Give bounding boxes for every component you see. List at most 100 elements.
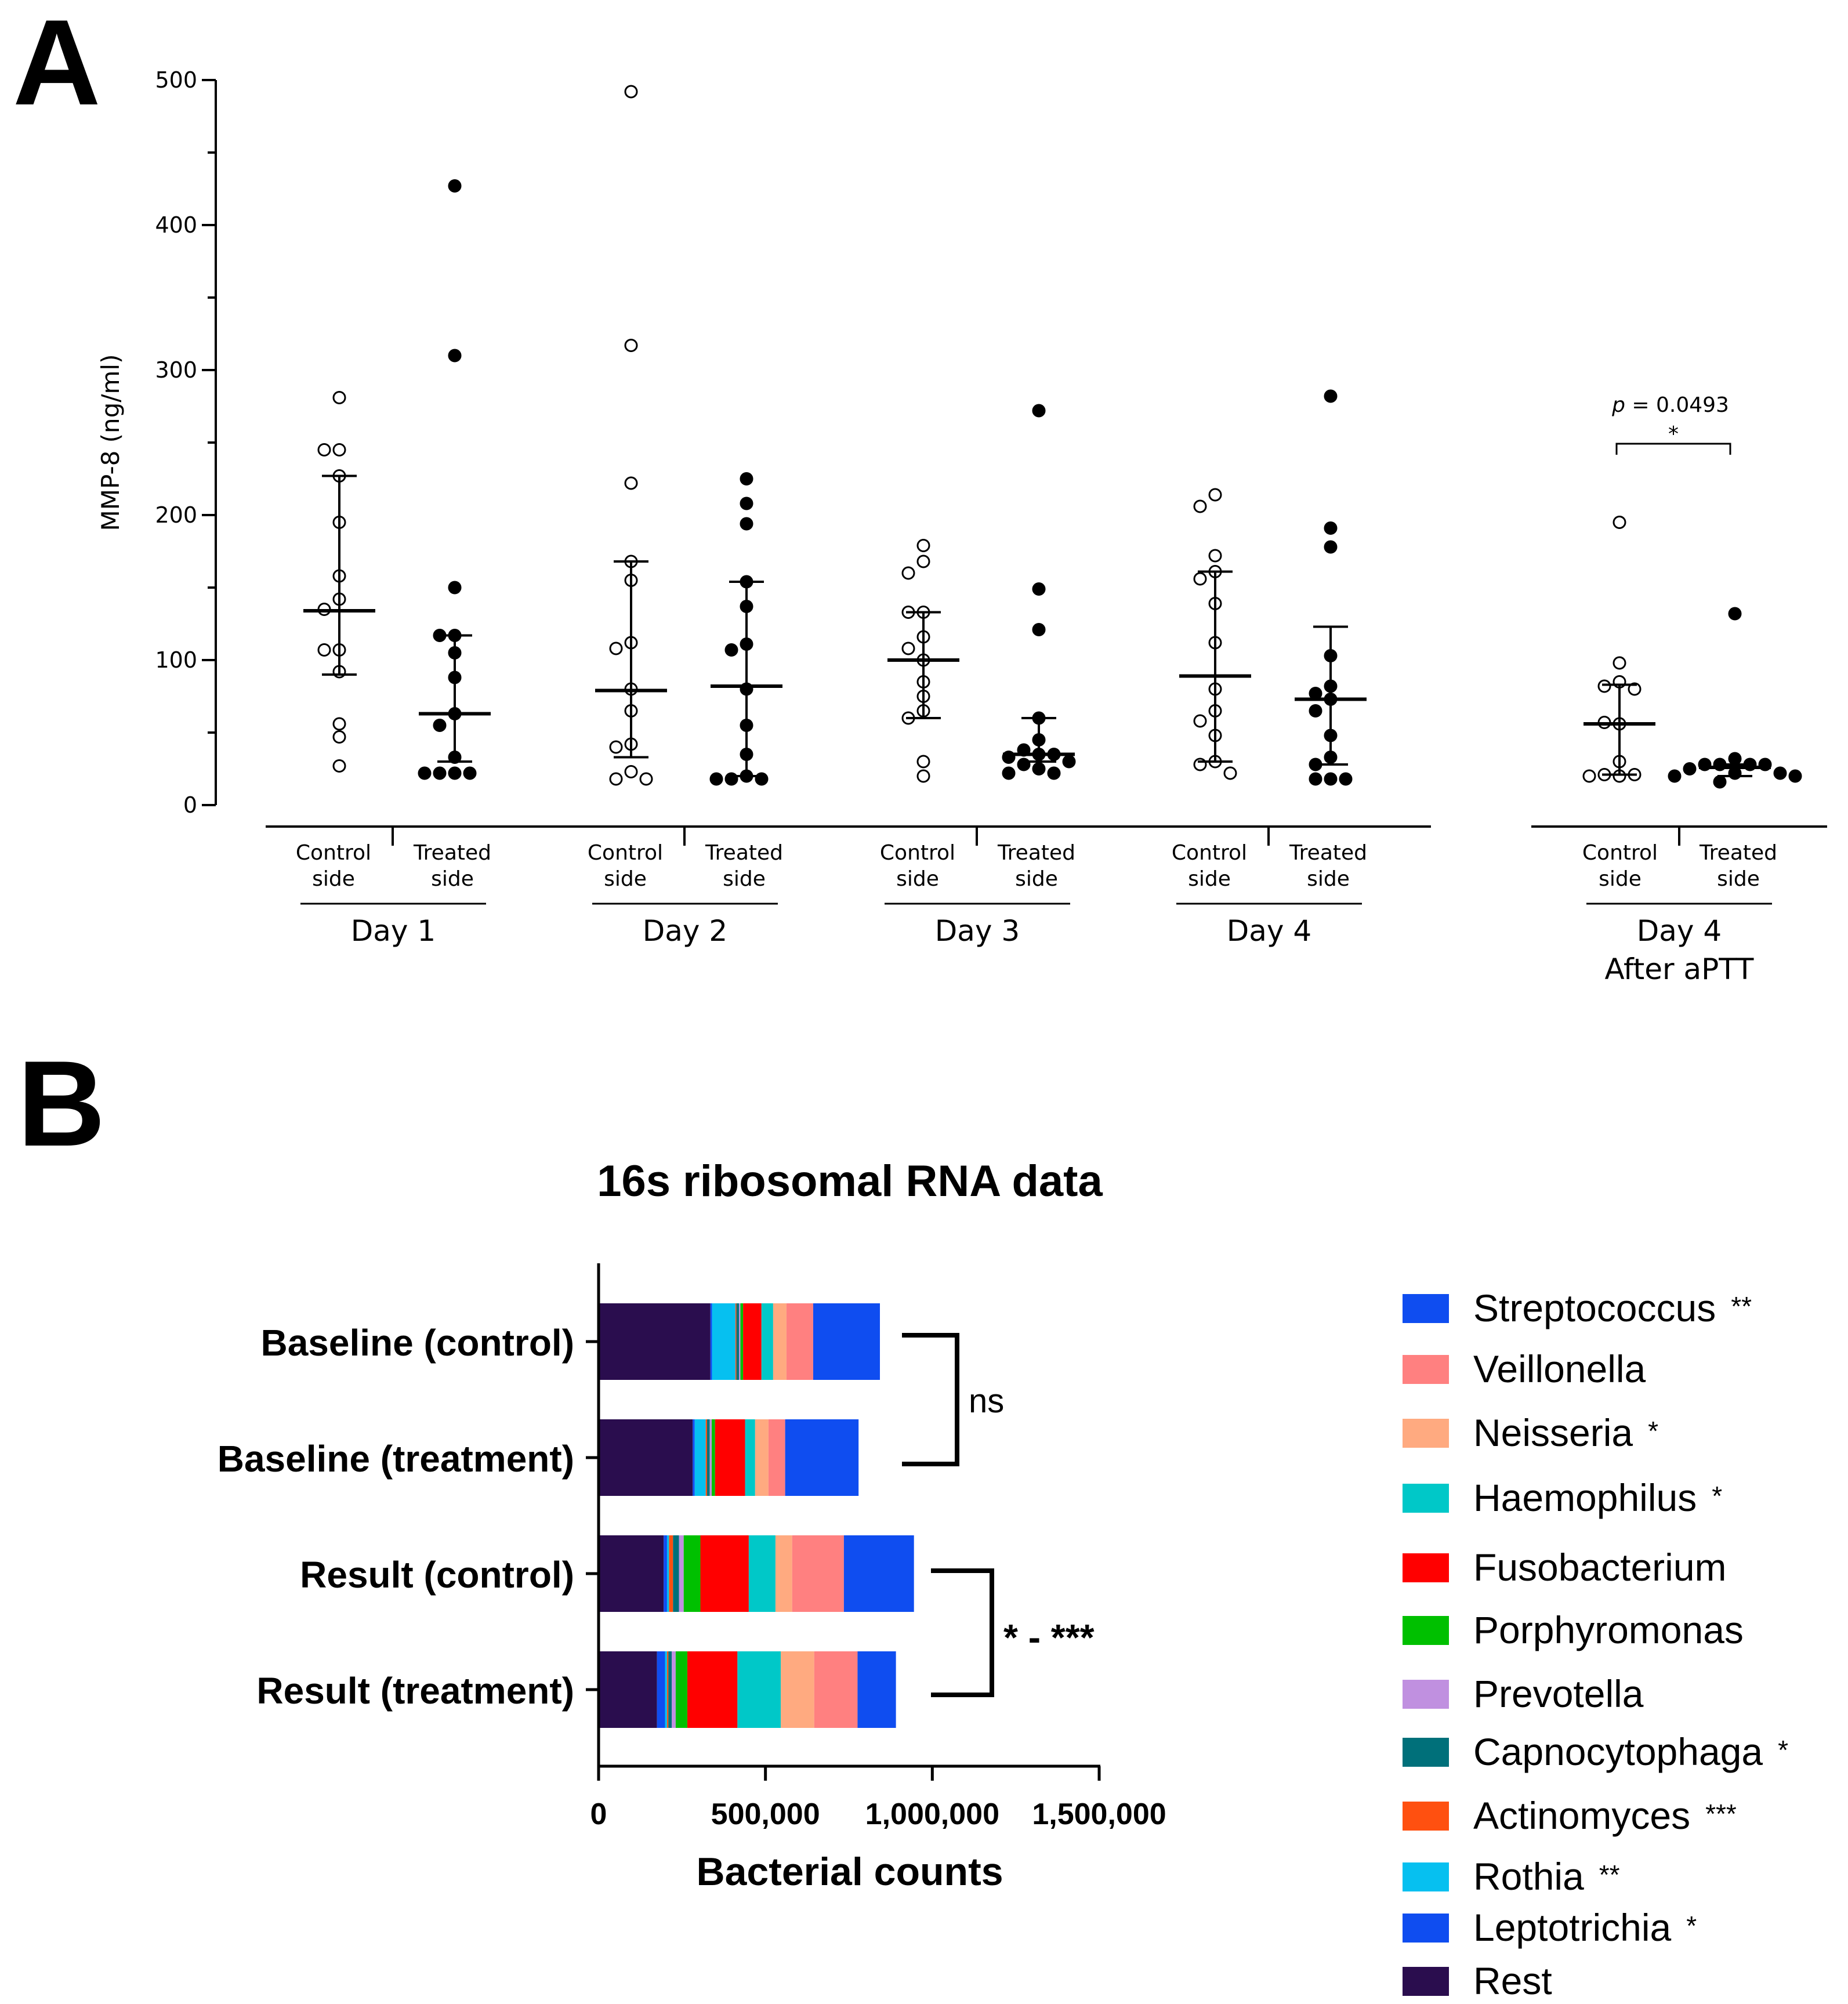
bar-segment <box>736 1303 740 1380</box>
data-point <box>609 642 623 655</box>
data-point <box>1223 766 1237 780</box>
bar-segment <box>712 1419 715 1496</box>
bar-segment <box>715 1419 745 1496</box>
bar-segment <box>671 1651 676 1728</box>
data-point <box>639 772 653 786</box>
stacked-bars <box>599 1303 914 1728</box>
day-label: Day 4 <box>1637 914 1722 948</box>
legend-swatch <box>1403 1967 1449 1996</box>
data-point <box>332 717 346 731</box>
data-point <box>1728 607 1742 621</box>
bar-segment <box>755 1419 769 1496</box>
legend-swatch <box>1403 1294 1449 1323</box>
side-word-label: side <box>1599 867 1642 891</box>
x-tick-label: 0 <box>590 1798 607 1831</box>
data-point <box>1208 549 1222 563</box>
data-point <box>332 759 346 773</box>
data-point <box>609 740 623 754</box>
bar-segment <box>735 1303 737 1380</box>
data-point <box>1668 769 1682 783</box>
data-point <box>1032 404 1046 418</box>
scatter-group <box>1668 607 1802 789</box>
data-point <box>463 766 477 780</box>
legend-swatch <box>1403 1355 1449 1384</box>
bar-segment <box>709 1419 712 1496</box>
bar-segment <box>673 1535 679 1612</box>
bar-segment <box>761 1303 773 1380</box>
bar-segment <box>745 1419 755 1496</box>
day-label: Day 2 <box>643 914 727 948</box>
scatter-group <box>1002 404 1076 780</box>
star-label: * - *** <box>1003 1617 1095 1658</box>
panel-b-chart: 16s ribosomal RNA data Baseline (control… <box>218 1157 1788 2002</box>
scatter-group <box>303 391 375 773</box>
data-point <box>609 772 623 786</box>
legend-stars: ** <box>1731 1291 1752 1321</box>
side-word-label: side <box>1015 867 1058 891</box>
bar-axes <box>586 1263 1101 1781</box>
bar-segment <box>706 1419 710 1496</box>
bar-segment <box>743 1303 762 1380</box>
legend-swatch <box>1403 1680 1449 1709</box>
data-point <box>1773 766 1787 780</box>
data-point <box>448 581 462 595</box>
bar-segment <box>740 1303 744 1380</box>
control-side-label: Control <box>1582 841 1658 865</box>
data-point <box>1728 752 1742 766</box>
star-bracket <box>931 1568 994 1697</box>
legend-label: Prevotella <box>1473 1672 1644 1715</box>
data-point <box>1032 762 1046 775</box>
scatter-group <box>887 539 959 783</box>
data-point <box>724 643 738 657</box>
data-point <box>1324 521 1338 535</box>
legend-swatch <box>1403 1484 1449 1513</box>
legend-swatch <box>1403 1419 1449 1448</box>
data-point <box>1597 679 1611 693</box>
data-point <box>1309 772 1322 786</box>
bar-segment <box>781 1651 814 1728</box>
legend-label: Veillonella <box>1473 1347 1646 1390</box>
bar-segment <box>675 1651 688 1728</box>
bar-segment <box>669 1535 673 1612</box>
scatter-group <box>595 85 667 786</box>
bar-segment <box>664 1535 667 1612</box>
bar-row <box>599 1535 914 1612</box>
scatter-group <box>709 472 782 786</box>
bar-segment <box>665 1651 667 1728</box>
x-tick-label: 1,500,000 <box>1032 1798 1166 1831</box>
legend-swatch <box>1403 1616 1449 1645</box>
significance-brackets: ns * - *** <box>902 1333 1095 1697</box>
legend-swatch <box>1403 1553 1449 1582</box>
significance-annotation: p = 0.0493 * <box>1611 393 1731 455</box>
ns-bracket <box>902 1333 959 1466</box>
legend-label: Rest <box>1473 1959 1552 2002</box>
data-point <box>624 765 638 778</box>
data-point <box>418 766 432 780</box>
bar-segment <box>683 1535 701 1612</box>
data-point <box>1032 582 1046 596</box>
bar-segment <box>700 1535 749 1612</box>
category-labels: Baseline (control) Baseline (treatment) Re… <box>218 1322 574 1712</box>
data-point <box>317 443 331 456</box>
data-point <box>433 719 447 732</box>
legend-swatch <box>1403 1802 1449 1831</box>
treated-side-label: Treated <box>997 841 1075 865</box>
chart-title: 16s ribosomal RNA data <box>597 1157 1103 1206</box>
bar-segment <box>599 1651 657 1728</box>
data-point <box>1208 488 1222 502</box>
legend-stars: *** <box>1705 1799 1737 1829</box>
data-point <box>901 566 915 580</box>
bar-segment <box>657 1651 665 1728</box>
side-word-label: side <box>604 867 647 891</box>
day-label: Day 1 <box>351 914 436 948</box>
legend-stars: ** <box>1599 1860 1620 1890</box>
panel-b-label: B <box>17 1035 106 1172</box>
data-point <box>1788 769 1802 783</box>
bar-segment <box>737 1651 781 1728</box>
bar-segment <box>768 1419 785 1496</box>
bar-segment <box>666 1651 669 1728</box>
data-point <box>1582 769 1596 783</box>
treated-side-label: Treated <box>1289 841 1367 865</box>
